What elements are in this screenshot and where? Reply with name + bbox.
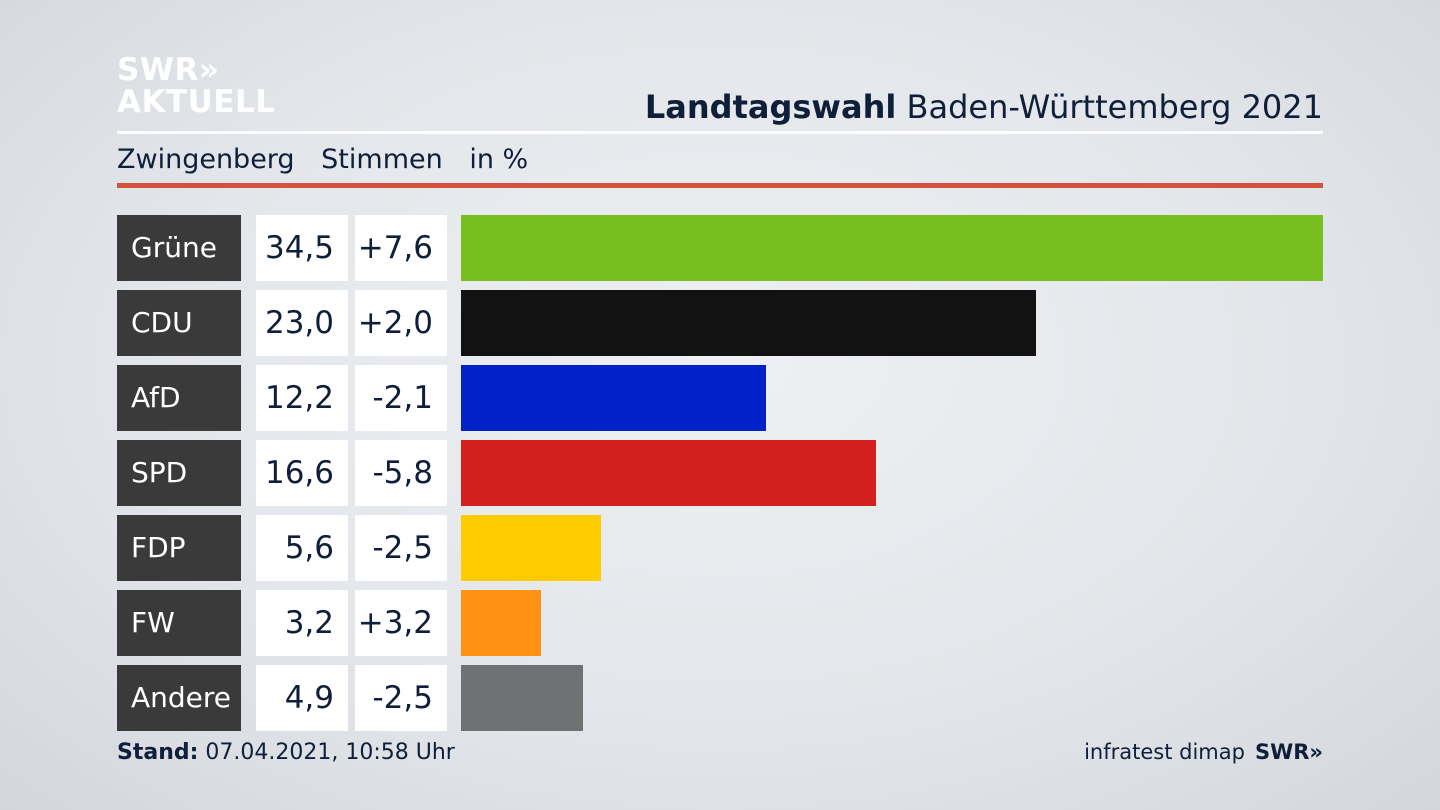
- party-label: CDU: [117, 290, 241, 356]
- bar-spd: [461, 440, 876, 506]
- result-row: Andere 4,9 -2,5: [117, 665, 1323, 731]
- logo-line-1: SWR»: [117, 52, 220, 88]
- vote-change-value: -2,1: [355, 365, 447, 431]
- vote-share-value: 34,5: [256, 215, 348, 281]
- source-credit: infratest dimap SWR»: [1084, 740, 1323, 764]
- vote-change-value: +7,6: [355, 215, 447, 281]
- vote-change-value: +3,2: [355, 590, 447, 656]
- party-label: Grüne: [117, 215, 241, 281]
- vote-share-value: 12,2: [256, 365, 348, 431]
- page-title: Landtagswahl Baden-Württemberg 2021: [645, 88, 1323, 126]
- title-bold: Landtagswahl: [644, 88, 897, 126]
- result-row: FDP 5,6 -2,5: [117, 515, 1323, 581]
- stand-value: 07.04.2021, 10:58 Uhr: [198, 740, 455, 765]
- subheader: Zwingenberg Stimmen in %: [117, 144, 546, 175]
- vote-share-value: 16,6: [256, 440, 348, 506]
- result-row: FW 3,2 +3,2: [117, 590, 1323, 656]
- party-label: FDP: [117, 515, 241, 581]
- bar-fdp: [461, 515, 601, 581]
- result-row: CDU 23,0 +2,0: [117, 290, 1323, 356]
- subheader-place: Zwingenberg: [117, 144, 295, 175]
- party-label: SPD: [117, 440, 241, 506]
- logo-line-2: AKTUELL: [117, 84, 276, 120]
- bar-fw: [461, 590, 541, 656]
- stand-label: Stand:: [117, 740, 199, 765]
- swr-small-logo: SWR»: [1254, 740, 1323, 764]
- vote-change-value: -5,8: [355, 440, 447, 506]
- bar-gr-ne: [461, 215, 1323, 281]
- swr-aktuell-logo: SWR» AKTUELL: [117, 54, 276, 118]
- result-row: AfD 12,2 -2,1: [117, 365, 1323, 431]
- bar-cdu: [461, 290, 1036, 356]
- vote-share-value: 4,9: [256, 665, 348, 731]
- vote-change-value: +2,0: [355, 290, 447, 356]
- accent-divider: [117, 183, 1323, 188]
- party-label: FW: [117, 590, 241, 656]
- vote-share-value: 3,2: [256, 590, 348, 656]
- vote-share-value: 5,6: [256, 515, 348, 581]
- result-row: SPD 16,6 -5,8: [117, 440, 1323, 506]
- subheader-stimmen: Stimmen: [321, 144, 443, 175]
- result-row: Grüne 34,5 +7,6: [117, 215, 1323, 281]
- party-label: Andere: [117, 665, 241, 731]
- vote-change-value: -2,5: [355, 665, 447, 731]
- vote-change-value: -2,5: [355, 515, 447, 581]
- title-rest: Baden-Württemberg 2021: [896, 88, 1324, 126]
- subheader-unit: in %: [469, 144, 529, 175]
- party-label: AfD: [117, 365, 241, 431]
- bar-andere: [461, 665, 583, 731]
- header-divider: [117, 131, 1323, 134]
- source-name: infratest dimap: [1084, 740, 1245, 764]
- timestamp: Stand: 07.04.2021, 10:58 Uhr: [117, 740, 455, 765]
- vote-share-value: 23,0: [256, 290, 348, 356]
- bar-afd: [461, 365, 766, 431]
